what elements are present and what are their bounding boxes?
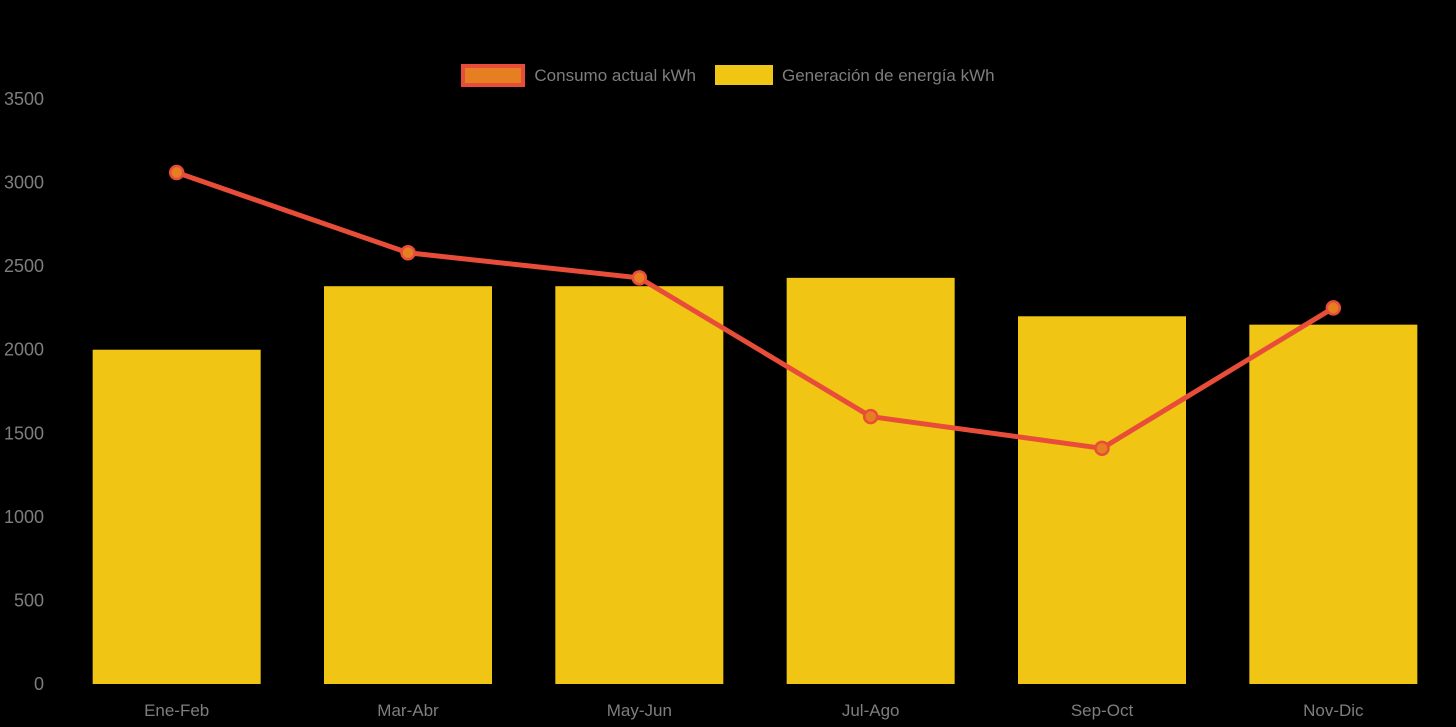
bar-may-jun[interactable] [555, 286, 724, 684]
legend-label-generacion: Generación de energía kWh [781, 65, 995, 85]
point-nov-dic[interactable] [1325, 300, 1342, 316]
x-axis-tick-label: Mar-Abr [377, 701, 439, 720]
x-axis-tick-label: Sep-Oct [1071, 701, 1134, 720]
x-axis-tick-label: Jul-Ago [842, 701, 900, 720]
x-axis-tick-label: Nov-Dic [1303, 701, 1364, 720]
bar-jul-ago[interactable] [786, 277, 955, 684]
bar-mar-abr[interactable] [324, 286, 492, 684]
bar-nov-dic[interactable] [1249, 324, 1418, 684]
y-axis-tick-label: 1500 [4, 423, 44, 443]
x-axis-tick-label: Ene-Feb [144, 701, 209, 720]
legend-item-consumo-actual[interactable]: Consumo actual kWh [461, 63, 696, 87]
point-mar-abr[interactable] [400, 245, 416, 261]
bar-sep-oct[interactable] [1018, 316, 1186, 684]
y-axis-tick-label: 2000 [4, 340, 44, 360]
point-may-jun[interactable] [631, 270, 648, 286]
y-axis-tick-label: 3000 [4, 173, 44, 193]
y-axis-tick-label: 1000 [4, 507, 44, 527]
bar-ene-feb[interactable] [92, 349, 261, 684]
y-axis-tick-label: 500 [14, 590, 44, 610]
point-jul-ago[interactable] [862, 408, 879, 425]
point-sep-oct[interactable] [1094, 440, 1110, 457]
y-axis-tick-label: 0 [34, 674, 44, 694]
chart-legend: Consumo actual kWh Generación de energía… [0, 63, 1456, 87]
legend-swatch-consumo-icon [461, 63, 526, 87]
legend-label-consumo: Consumo actual kWh [534, 65, 696, 85]
consumo-line [174, 170, 1336, 451]
y-axis-tick-label: 2500 [4, 256, 44, 276]
y-axis-tick-label: 3500 [4, 89, 44, 109]
legend-swatch-generacion-icon [714, 65, 773, 85]
point-ene-feb[interactable] [168, 164, 185, 181]
legend-item-generacion-energia[interactable]: Generación de energía kWh [714, 65, 995, 85]
x-axis-tick-label: May-Jun [607, 701, 672, 720]
